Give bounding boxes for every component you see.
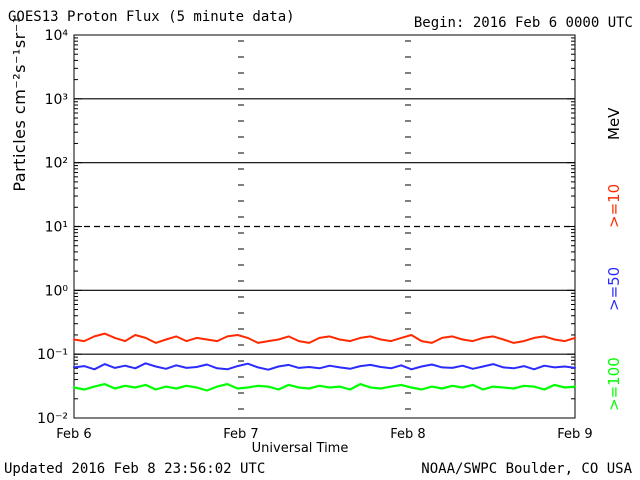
y-tick-label: 10² xyxy=(45,156,68,172)
x-tick-label: Feb 9 xyxy=(557,427,592,442)
y-tick-label: 10³ xyxy=(45,92,68,108)
y-tick-label: 10⁻² xyxy=(37,411,68,427)
series-line-1 xyxy=(73,362,576,371)
source-credit: NOAA/SWPC Boulder, CO USA xyxy=(421,461,632,477)
x-axis-label: Universal Time xyxy=(251,441,349,456)
series-line-0 xyxy=(73,332,576,344)
y-tick-label: 10⁴ xyxy=(45,28,69,44)
updated-timestamp: Updated 2016 Feb 8 23:56:02 UTC xyxy=(4,461,266,477)
x-tick-label: Feb 8 xyxy=(390,427,425,442)
y-tick-label: 10¹ xyxy=(45,220,68,236)
series-line-2 xyxy=(72,383,577,392)
chart-title: GOES13 Proton Flux (5 minute data) xyxy=(8,9,295,25)
begin-time-label: Begin: 2016 Feb 6 0000 UTC xyxy=(413,15,633,31)
y-tick-label: 10⁰ xyxy=(45,283,69,299)
x-tick-label: Feb 7 xyxy=(223,427,258,442)
y-tick-label: 10⁻¹ xyxy=(37,347,68,363)
x-tick-label: Feb 6 xyxy=(56,427,91,442)
